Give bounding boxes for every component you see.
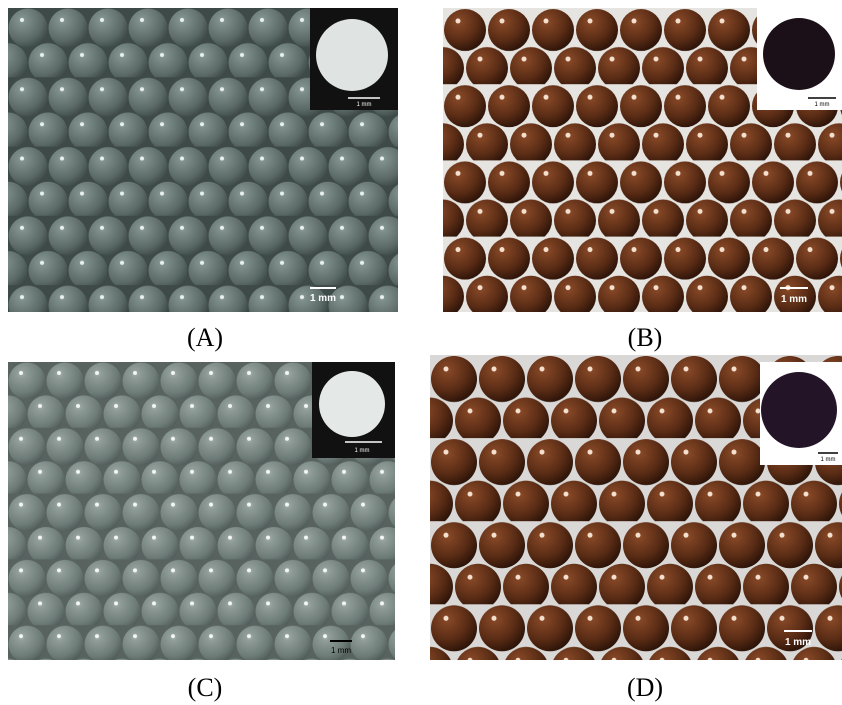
inset-scale-label: 1 mm (355, 448, 370, 454)
inset-scale-label: 1 mm (821, 457, 836, 463)
inset-sphere (761, 372, 837, 448)
scale-label: 1 mm (331, 646, 351, 655)
panel-d: 1 mm 1 mm (D) (430, 355, 842, 702)
scale-label: 1 mm (785, 637, 811, 648)
panel-label: (A) (187, 323, 223, 352)
panel-label: (D) (627, 673, 663, 702)
inset-scale-label: 1 mm (815, 102, 830, 108)
inset-scale-label: 1 mm (357, 102, 372, 108)
panel-label: (C) (188, 673, 223, 702)
scale-label: 1 mm (310, 293, 336, 304)
scale-label: 1 mm (781, 294, 807, 305)
panel-b: 1 mm 1 mm (B) (443, 8, 842, 352)
inset-sphere (763, 18, 835, 90)
panel-c: 1 mm 1 mm (C) (8, 362, 395, 702)
inset-sphere (316, 19, 388, 91)
panel-a: 1 mm 1 mm (A) (8, 8, 398, 352)
panel-label: (B) (628, 323, 663, 352)
figure: 1 mm 1 mm (A) 1 mm 1 mm (B) 1 mm 1 mm (C… (0, 0, 842, 705)
inset-sphere (319, 371, 385, 437)
